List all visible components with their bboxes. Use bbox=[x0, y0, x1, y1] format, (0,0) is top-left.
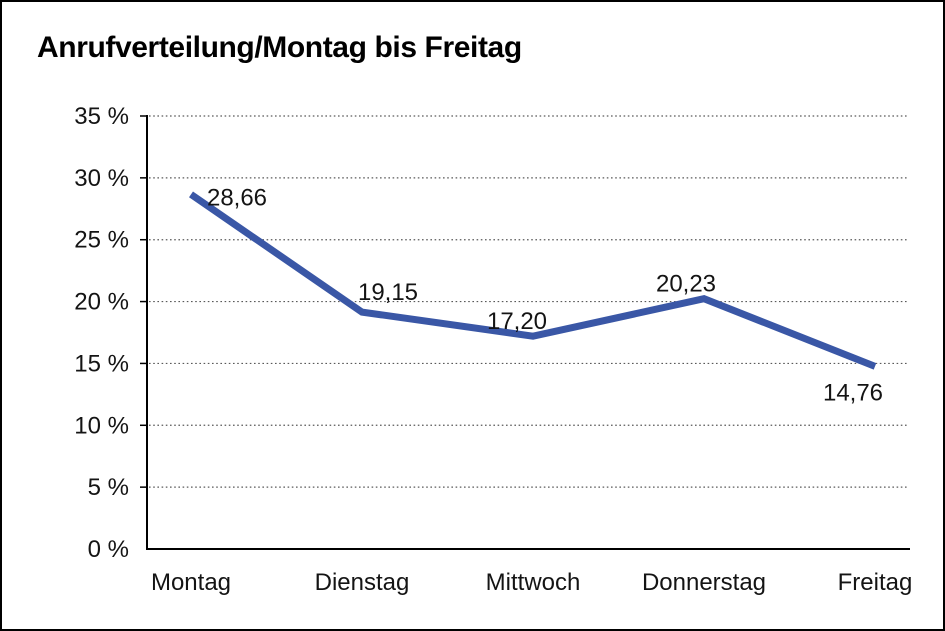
chart-title: Anrufverteilung/Montag bis Freitag bbox=[37, 31, 522, 64]
data-label: 17,20 bbox=[487, 308, 547, 335]
x-category-label: Freitag bbox=[838, 569, 913, 596]
x-category-label: Donnerstag bbox=[642, 569, 766, 596]
data-series-line bbox=[189, 191, 877, 370]
y-tick-label: 0 % bbox=[88, 536, 129, 563]
y-tick-label: 25 % bbox=[74, 227, 129, 254]
data-label: 20,23 bbox=[656, 271, 716, 298]
y-tick-label: 5 % bbox=[88, 474, 129, 501]
x-category-label: Dienstag bbox=[315, 569, 410, 596]
y-tick-label: 35 % bbox=[74, 103, 129, 130]
y-tick-label: 10 % bbox=[74, 412, 129, 439]
y-tick-label: 30 % bbox=[74, 165, 129, 192]
y-tick-label: 15 % bbox=[74, 350, 129, 377]
x-category-label: Mittwoch bbox=[486, 569, 581, 596]
y-tick-label: 20 % bbox=[74, 289, 129, 316]
x-category-label: Montag bbox=[151, 569, 231, 596]
data-label: 14,76 bbox=[823, 379, 883, 406]
data-label: 28,66 bbox=[207, 184, 267, 211]
data-label: 19,15 bbox=[358, 279, 418, 306]
